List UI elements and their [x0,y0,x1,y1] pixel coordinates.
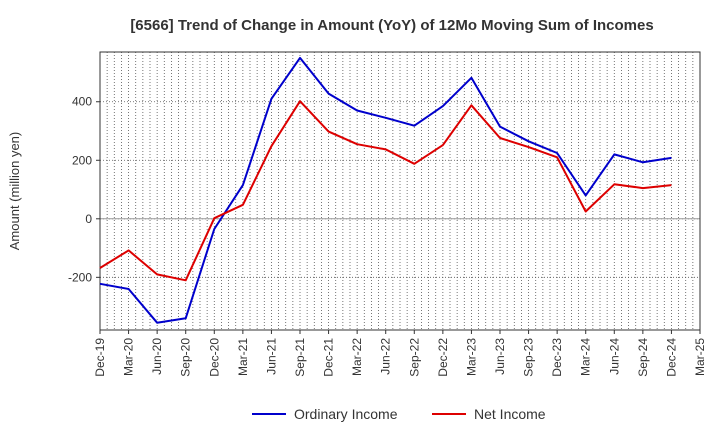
grid-lines [100,52,700,330]
legend-label: Ordinary Income [294,406,398,422]
x-tick-label: Sep-24 [636,338,650,377]
y-axis-label: Amount (million yen) [7,132,22,251]
x-axis-ticks: Dec-19 Mar-20 Jun-20 Sep-20 Dec-20 Mar-21 Jun-… [93,330,707,377]
x-tick-label: Jun-20 [150,338,164,375]
x-tick-label: Jun-24 [607,338,621,375]
x-tick-label: Jun-21 [264,338,278,375]
x-tick-label: Mar-20 [122,338,136,376]
x-tick-label: Dec-23 [550,338,564,377]
x-tick-label: Mar-25 [693,338,707,376]
x-tick-label: Dec-20 [207,338,221,377]
x-tick-label: Dec-21 [322,338,336,377]
legend: Ordinary Income Net Income [252,406,546,422]
series-lines [99,56,672,324]
y-tick-label: -200 [68,270,92,284]
x-tick-label: Dec-19 [93,338,107,377]
x-tick-label: Mar-23 [464,338,478,376]
x-tick-label: Dec-22 [436,338,450,377]
x-tick-label: Jun-22 [379,338,393,375]
y-tick-label: 0 [85,212,92,226]
x-tick-label: Mar-24 [579,338,593,376]
x-tick-label: Jun-23 [493,338,507,375]
y-axis-ticks: -200 0 200 400 [68,95,100,284]
x-tick-label: Sep-23 [522,338,536,377]
y-tick-label: 400 [72,95,92,109]
chart-title: [6566] Trend of Change in Amount (YoY) o… [130,17,653,34]
x-tick-label: Mar-22 [350,338,364,376]
series-line-ordinary-income [99,56,672,324]
x-tick-label: Sep-20 [179,338,193,377]
x-tick-label: Sep-21 [293,338,307,377]
x-tick-label: Sep-22 [407,338,421,377]
legend-label: Net Income [474,406,546,422]
x-tick-label: Dec-24 [664,338,678,377]
series-line-net-income [99,100,672,282]
y-tick-label: 200 [72,153,92,167]
x-tick-label: Mar-21 [236,338,250,376]
plot-frame [99,51,701,331]
